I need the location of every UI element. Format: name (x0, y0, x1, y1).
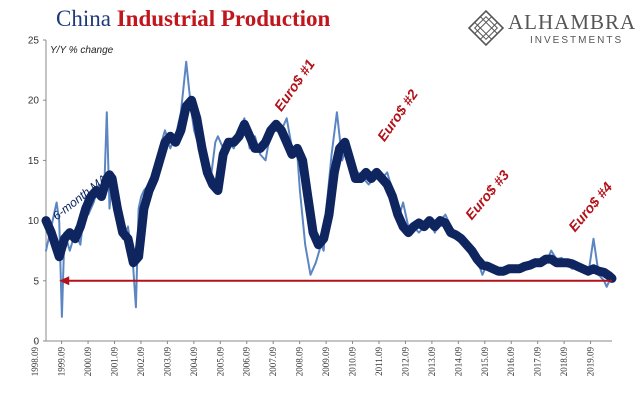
series-line-moving-average (41, 95, 617, 283)
y-axis-label: Y/Y % change (50, 45, 114, 56)
x-tick-label: 1999.09 (57, 347, 67, 377)
x-tick-label: 2016.09 (506, 347, 516, 377)
x-tick-label: 2002.09 (136, 347, 146, 377)
x-tick-label: 2006.09 (242, 347, 252, 377)
logo-name: ALHAMBRA (508, 10, 637, 34)
x-tick-label: 2003.09 (162, 347, 172, 377)
y-tick-label: 10 (28, 216, 40, 227)
chart-annotation: Euro$ #1 (271, 56, 318, 114)
x-tick-label: 2017.09 (533, 347, 543, 377)
chart-title: China Industrial Production (56, 6, 330, 32)
x-tick-label: 1998.09 (30, 347, 40, 377)
title-part-country: China (56, 6, 111, 31)
x-tick-label: 2008.09 (295, 347, 305, 377)
x-tick-label: 2000.09 (83, 347, 93, 377)
x-tick-label: 2012.09 (400, 347, 410, 377)
x-tick-label: 2014.09 (453, 347, 463, 377)
x-tick-label: 2005.09 (215, 347, 225, 377)
logo-subtitle: INVESTMENTS (530, 35, 624, 46)
y-tick-label: 15 (28, 156, 40, 167)
chart-axes (45, 40, 612, 342)
x-tick-label: 2004.09 (189, 347, 199, 377)
arrow-head-icon (59, 276, 70, 286)
x-tick-label: 2018.09 (559, 347, 569, 377)
chart-series (41, 60, 617, 318)
y-tick-label: 5 (33, 276, 39, 287)
x-tick-label: 2009.09 (321, 347, 331, 377)
x-tick-label: 2011.09 (374, 347, 384, 376)
x-tick-label: 2007.09 (268, 347, 278, 377)
y-tick-label: 0 (33, 337, 39, 348)
alhambra-logo: ALHAMBRA INVESTMENTS (468, 10, 638, 50)
x-tick-label: 2019.09 (586, 347, 596, 377)
x-tick-label: 2013.09 (427, 347, 437, 377)
x-tick-label: 2001.09 (110, 347, 120, 377)
title-part-metric: Industrial Production (116, 6, 331, 31)
x-tick-label: 2015.09 (480, 346, 490, 376)
chart-annotation: Euro$ #2 (374, 86, 421, 144)
x-tick-label: 2010.09 (348, 347, 358, 377)
y-axis-ticks: 0 5 10 15 20 25 (28, 36, 46, 348)
reference-line-group (59, 276, 612, 286)
chart-annotation: Euro$ #4 (565, 179, 615, 235)
chart-annotation: Euro$ #3 (462, 167, 512, 223)
y-tick-label: 25 (28, 36, 40, 47)
diamond-lattice-icon (468, 10, 504, 46)
x-axis-ticks: 1998.09 1999.09 2000.09 2001.09 2002.09 2003.… (30, 341, 596, 377)
y-tick-label: 20 (28, 96, 40, 107)
